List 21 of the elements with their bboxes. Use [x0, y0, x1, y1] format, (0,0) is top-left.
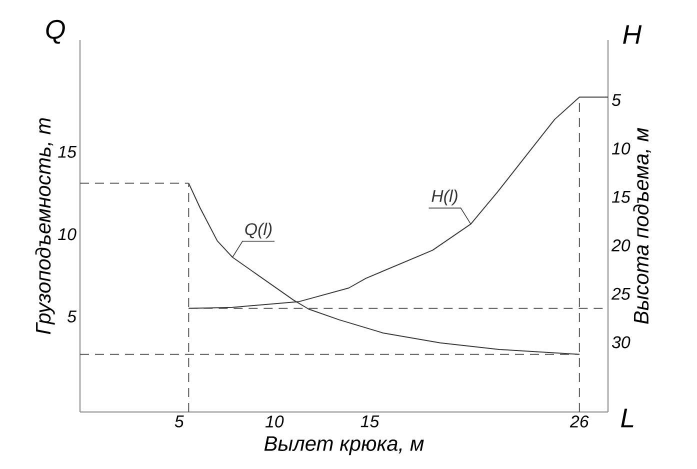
- y2-tick-label: 10: [612, 142, 630, 155]
- y-tick-label: 10: [58, 228, 76, 240]
- text: L: [621, 408, 634, 428]
- text: Q: [46, 20, 65, 44]
- series-label: H(l): [432, 190, 458, 206]
- y-tick-label: 15: [58, 146, 77, 158]
- x-axis-title: Вылет крюка, м: [264, 436, 424, 456]
- x-tick-label: 5: [174, 416, 184, 428]
- y2-tick-label: 15: [612, 191, 630, 203]
- y2-tick-label: 25: [611, 288, 630, 300]
- y-tick-label: 5: [67, 310, 77, 322]
- y2-tick-label: 30: [612, 336, 630, 348]
- x-tick-label: 15: [360, 416, 380, 428]
- text: H: [623, 25, 642, 44]
- y2-tick-label: 5: [612, 94, 621, 106]
- y-axis-title: Грузоподъемность, т: [35, 118, 55, 334]
- x-tick-label: 10: [265, 416, 284, 428]
- x-tick-label: 26: [570, 416, 589, 428]
- y2-tick-label: 20: [611, 239, 630, 252]
- series-label: Q(l): [245, 222, 272, 239]
- y2-axis-title: Высота подъема, м: [633, 128, 652, 324]
